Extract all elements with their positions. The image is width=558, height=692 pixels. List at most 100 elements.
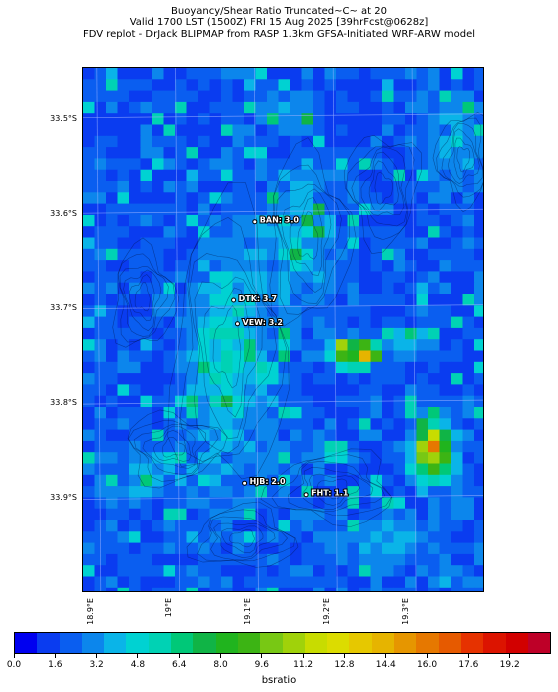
- latitude-gridline: [83, 208, 483, 214]
- bsratio-cell: [324, 316, 337, 329]
- bsratio-cell: [255, 101, 268, 114]
- bsratio-cell: [301, 203, 314, 216]
- bsratio-cell: [83, 90, 95, 103]
- bsratio-cell: [221, 214, 233, 227]
- bsratio-cell: [129, 158, 141, 171]
- bsratio-cell: [198, 316, 210, 329]
- bsratio-cell: [324, 181, 337, 193]
- bsratio-cell: [336, 169, 348, 182]
- bsratio-cell: [140, 361, 153, 374]
- bsratio-cell: [140, 452, 153, 464]
- bsratio-cell: [244, 214, 256, 227]
- bsratio-cell: [278, 192, 291, 204]
- terrain-contour: [275, 183, 342, 304]
- bsratio-cell: [382, 520, 394, 532]
- bsratio-cell: [209, 384, 222, 397]
- bsratio-cell: [278, 294, 291, 306]
- bsratio-cell: [163, 237, 176, 250]
- bsratio-cell: [117, 237, 130, 250]
- bsratio-cell: [163, 542, 176, 555]
- bsratio-cell: [94, 474, 107, 487]
- bsratio-cell: [209, 237, 222, 250]
- bsratio-cell: [416, 520, 429, 532]
- bsratio-cell: [186, 565, 199, 577]
- bsratio-cell: [232, 587, 245, 591]
- bsratio-cell: [94, 203, 107, 216]
- bsratio-cell: [83, 316, 95, 329]
- bsratio-cell: [428, 294, 440, 306]
- bsratio-cell: [416, 497, 429, 510]
- bsratio-cell: [301, 418, 314, 430]
- bsratio-cell: [451, 361, 463, 374]
- bsratio-cell: [221, 395, 233, 408]
- bsratio-cell: [324, 463, 337, 476]
- bsratio-cell: [290, 90, 302, 103]
- bsratio-cell: [370, 440, 383, 453]
- bsratio-cell: [209, 407, 222, 419]
- bsratio-cell: [393, 576, 406, 589]
- bsratio-cell: [382, 282, 394, 295]
- bsratio-cell: [267, 248, 279, 261]
- bsratio-cell: [278, 508, 291, 521]
- bsratio-cell: [198, 260, 210, 272]
- bsratio-cell: [175, 316, 187, 329]
- bsratio-cell: [244, 79, 256, 91]
- bsratio-cell: [439, 350, 452, 363]
- bsratio-cell: [175, 350, 187, 363]
- bsratio-cell: [117, 463, 130, 476]
- bsratio-cell: [94, 260, 107, 272]
- station-label: FHT: 1.1: [311, 489, 349, 498]
- bsratio-cell: [117, 260, 130, 272]
- bsratio-cell: [209, 181, 222, 193]
- bsratio-cell: [278, 226, 291, 238]
- bsratio-cell: [439, 440, 452, 453]
- bsratio-cell: [474, 474, 483, 487]
- bsratio-cell: [129, 452, 141, 464]
- bsratio-cell: [83, 113, 95, 125]
- colorbar-tick-label: 14.4: [375, 660, 396, 670]
- bsratio-cell: [232, 147, 245, 159]
- bsratio-cell: [267, 68, 279, 80]
- bsratio-cell: [462, 79, 475, 91]
- bsratio-cell: [324, 294, 337, 306]
- bsratio-cell: [152, 260, 164, 272]
- bsratio-cell: [163, 565, 176, 577]
- bsratio-cell: [324, 350, 337, 363]
- bsratio-cell: [129, 214, 141, 227]
- bsratio-cell: [428, 316, 440, 329]
- bsratio-cell: [267, 440, 279, 453]
- bsratio-cell: [462, 361, 475, 374]
- bsratio-cell: [186, 542, 199, 555]
- bsratio-cell: [152, 192, 164, 204]
- bsratio-cell: [117, 452, 130, 464]
- bsratio-cell: [290, 440, 302, 453]
- bsratio-cell: [359, 68, 371, 80]
- bsratio-cell: [94, 135, 107, 148]
- bsratio-cell: [416, 565, 429, 577]
- bsratio-cell: [370, 361, 383, 374]
- bsratio-cell: [439, 113, 452, 125]
- bsratio-cell: [382, 497, 394, 510]
- bsratio-cell: [278, 531, 291, 543]
- bsratio-cell: [451, 192, 463, 204]
- bsratio-cell: [462, 271, 475, 284]
- bsratio-cell: [175, 463, 187, 476]
- bsratio-cell: [175, 520, 187, 532]
- bsratio-cell: [267, 305, 279, 317]
- bsratio-cell: [393, 542, 406, 555]
- bsratio-cell: [209, 463, 222, 476]
- colorbar-tick-mark: [302, 654, 304, 658]
- bsratio-cell: [347, 587, 360, 591]
- bsratio-cell: [290, 429, 302, 442]
- bsratio-cell: [140, 169, 153, 182]
- bsratio-cell: [106, 192, 118, 204]
- bsratio-cell: [255, 237, 268, 250]
- bsratio-cell: [313, 248, 325, 261]
- bsratio-cell: [278, 169, 291, 182]
- bsratio-cell: [255, 587, 268, 591]
- bsratio-cell: [336, 520, 348, 532]
- bsratio-cell: [267, 576, 279, 589]
- bsratio-cell: [405, 260, 417, 272]
- bsratio-cell: [370, 101, 383, 114]
